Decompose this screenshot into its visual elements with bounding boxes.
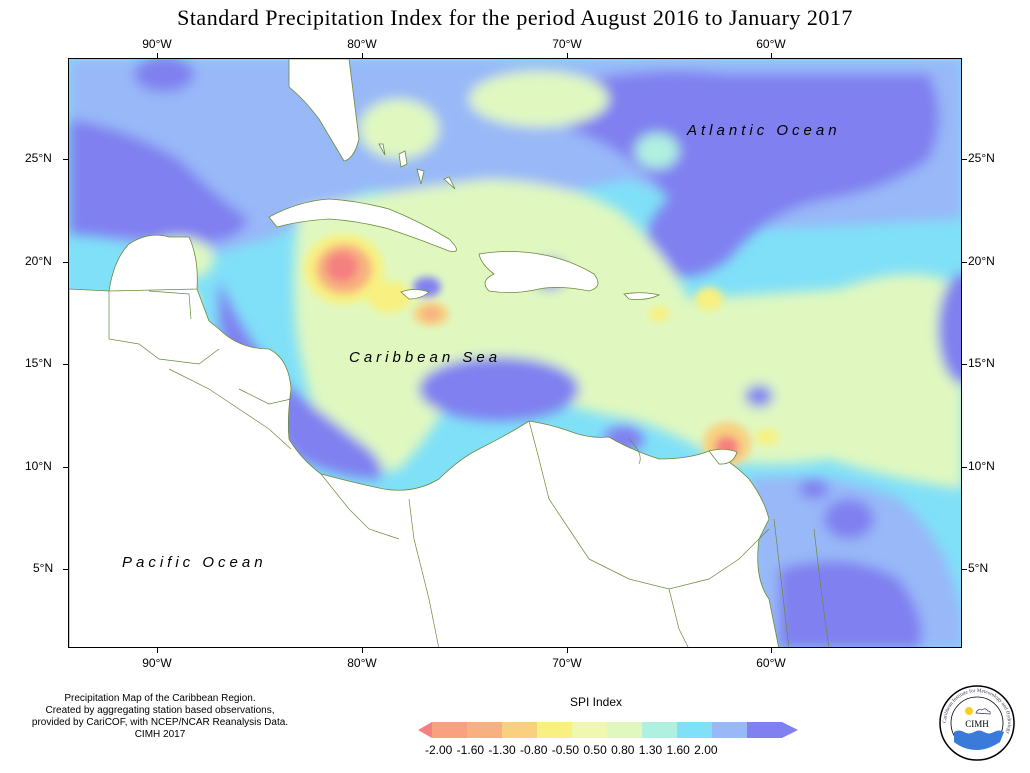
tick-mark [771, 53, 772, 58]
lat-tick-left-10: 10°N [25, 459, 52, 473]
spi-legend-bar [418, 722, 798, 738]
land-bahamas [378, 143, 456, 190]
tick-mark [157, 53, 158, 58]
spi-map [69, 59, 961, 647]
spi-very-wet-atlantic [564, 71, 939, 277]
land-jamaica [400, 289, 430, 300]
legend-class [747, 722, 782, 738]
spi-dry-spots [179, 234, 779, 466]
spi-very-wet-guiana [779, 561, 922, 647]
cloud-icon [975, 708, 991, 715]
sun-icon [965, 707, 973, 715]
legend-class [432, 722, 467, 738]
tick-mark [63, 364, 68, 365]
tick-mark [962, 364, 967, 365]
spi-very-wet-gulf [69, 119, 249, 244]
credit-line: provided by CariCOF, with NCEP/NCAR Rean… [31, 717, 289, 728]
waves-icon [954, 730, 1004, 750]
spi-very-wet-blob [824, 499, 874, 539]
map-title: Standard Precipitation Index for the per… [177, 5, 853, 30]
tick-mark [362, 648, 363, 653]
legend-class [537, 722, 572, 738]
legend-class [572, 722, 607, 738]
lat-tick-right-5: 5°N [968, 561, 989, 575]
tick-mark [962, 262, 967, 263]
spi-very-wet-caribbean [419, 357, 579, 421]
tick-mark [63, 262, 68, 263]
lat-tick-left-5: 5°N [33, 561, 54, 575]
spi-dry-blob [422, 307, 440, 321]
tick-mark [63, 159, 68, 160]
tick-mark [962, 467, 967, 468]
tick-mark [962, 569, 967, 570]
lat-tick-right-15: 15°N [968, 356, 995, 370]
credit-line: Precipitation Map of the Caribbean Regio… [64, 693, 256, 704]
legend-class [467, 722, 502, 738]
credit-line: Created by aggregating station based obs… [45, 705, 275, 716]
lat-tick-right-10: 10°N [968, 459, 995, 473]
atlantic-ocean-label: Atlantic Ocean [687, 122, 841, 139]
credit-line: CIMH 2017 [134, 729, 186, 740]
land-yucatan [108, 234, 198, 292]
tick-mark [567, 648, 568, 653]
tick-mark [567, 53, 568, 58]
spi-slightly-wet-blob [635, 133, 679, 169]
lon-tick-bottom-90: 90°W [142, 656, 172, 670]
lat-tick-right-25: 25°N [968, 151, 995, 165]
tick-mark [771, 648, 772, 653]
land-puerto-rico [623, 292, 661, 300]
map-credit: Precipitation Map of the Caribbean Regio… [10, 693, 310, 741]
tick-mark [362, 53, 363, 58]
land-hispaniola [478, 251, 599, 293]
land-cuba [268, 198, 457, 252]
lon-tick-bottom-60: 60°W [756, 656, 786, 670]
spi-slightly-dry-blob [367, 281, 411, 313]
legend-class [607, 722, 642, 738]
pacific-ocean-label: Pacific Ocean [122, 554, 267, 571]
lon-tick-top-70: 70°W [552, 37, 582, 51]
lon-tick-top-90: 90°W [142, 37, 172, 51]
caribbean-sea-label: Caribbean Sea [349, 349, 502, 366]
lat-tick-left-15: 15°N [25, 356, 52, 370]
legend-arrow-left [418, 722, 432, 738]
tick-mark [157, 648, 158, 653]
map-frame: Atlantic Ocean Caribbean Sea Pacific Oce… [68, 58, 962, 648]
lat-tick-left-20: 20°N [25, 254, 52, 268]
lon-tick-bottom-80: 80°W [347, 656, 377, 670]
legend-labels: -2.00 -1.60 -1.30 -0.80 -0.50 0.50 0.80 … [425, 743, 718, 757]
tick-mark [63, 467, 68, 468]
spi-near-normal-zone [294, 179, 961, 489]
legend-class [677, 722, 712, 738]
legend-arrow-right [782, 722, 798, 738]
spi-very-dry-blob [326, 252, 358, 282]
lon-tick-top-60: 60°W [756, 37, 786, 51]
spi-very-wet-blob [799, 479, 829, 499]
cimh-logo: Caribbean Institute for Meteorology and … [939, 685, 1015, 761]
spi-near-normal-blob [469, 71, 609, 127]
spi-very-wet-blob [938, 274, 961, 384]
spi-very-wet-blob [134, 59, 194, 92]
spi-very-wet-band [219, 279, 383, 479]
country-borders [108, 290, 830, 647]
lon-tick-top-80: 80°W [347, 37, 377, 51]
spi-near-normal-blob [359, 99, 439, 159]
spi-slightly-dry-blob [755, 429, 779, 445]
logo-name: CIMH [965, 719, 989, 729]
land-florida [288, 59, 360, 162]
tick-mark [962, 159, 967, 160]
legend-title: SPI Index [570, 695, 623, 709]
land-trinidad [708, 448, 738, 465]
tick-mark [63, 569, 68, 570]
lat-tick-left-25: 25°N [25, 151, 52, 165]
legend-class [712, 722, 747, 738]
land-masses [69, 59, 780, 647]
spi-slightly-dry-blob [695, 287, 723, 311]
legend-class [502, 722, 537, 738]
legend-class [642, 722, 677, 738]
spi-slightly-dry-blob [649, 306, 669, 322]
spi-very-wet-blob [745, 385, 773, 407]
lat-tick-right-20: 20°N [968, 254, 995, 268]
lon-tick-bottom-70: 70°W [552, 656, 582, 670]
